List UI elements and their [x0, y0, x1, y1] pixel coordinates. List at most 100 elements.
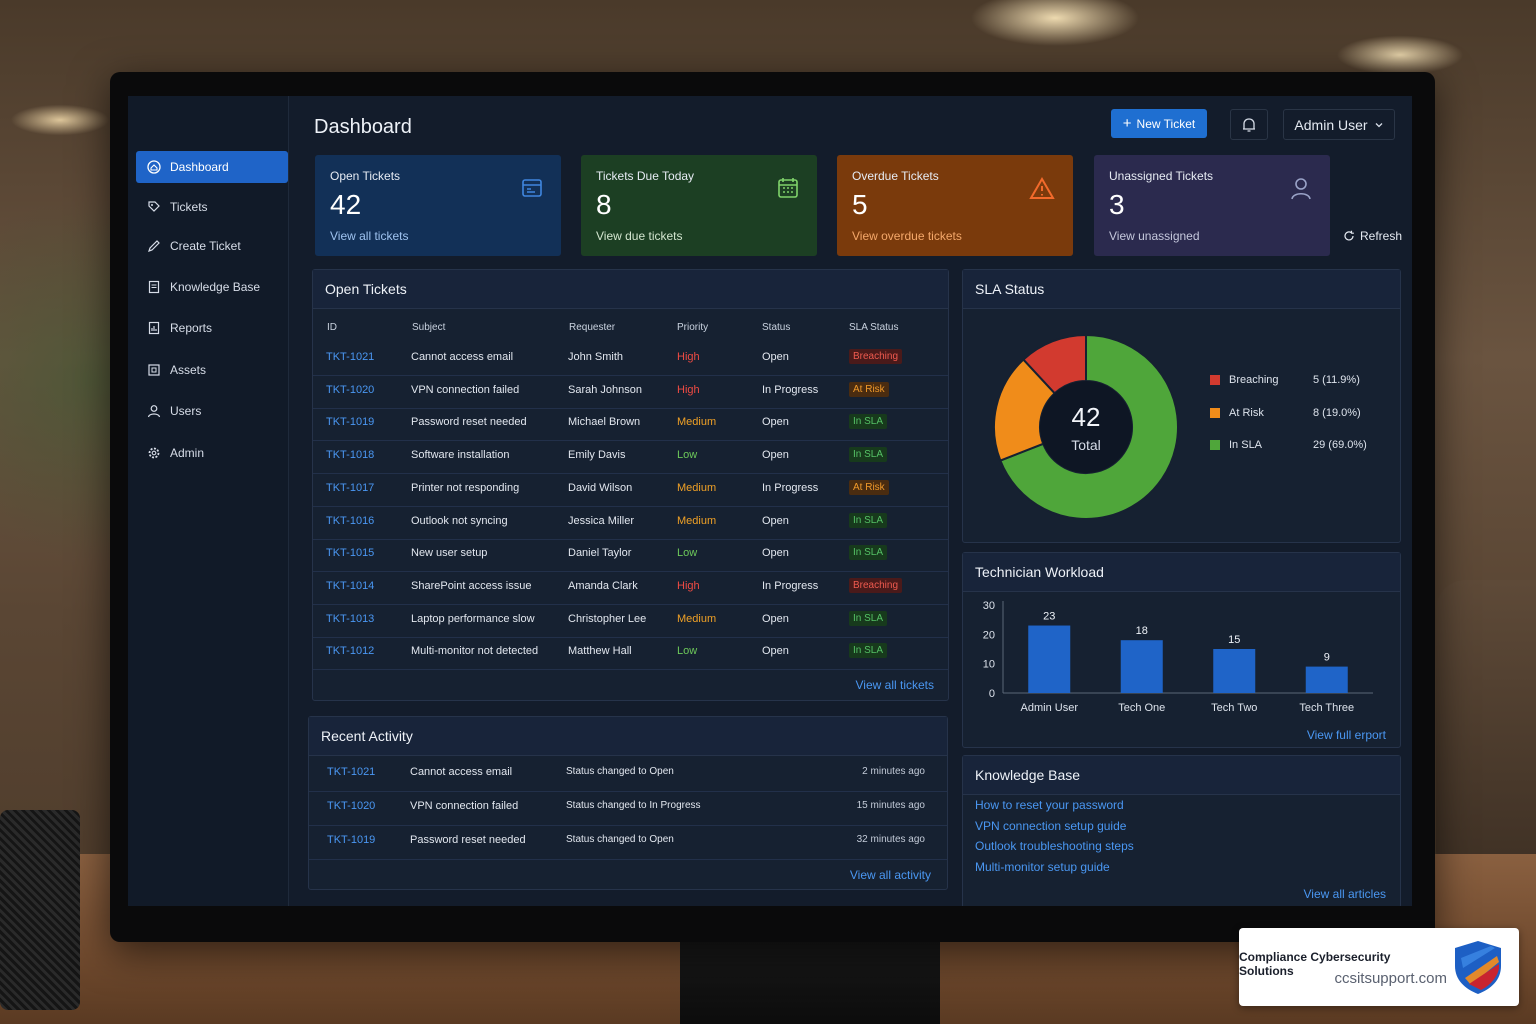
activity-ticket-id[interactable]: TKT-1021	[327, 766, 376, 778]
calendar-icon	[522, 179, 542, 197]
kb-article-link[interactable]: VPN connection setup guide	[975, 819, 1127, 833]
refresh-button[interactable]: Refresh	[1343, 229, 1402, 243]
ticket-id[interactable]: TKT-1020	[326, 383, 375, 396]
column-header[interactable]: Priority	[677, 322, 709, 333]
view-all-articles-link[interactable]: View all articles	[1303, 887, 1386, 901]
ticket-id[interactable]: TKT-1021	[326, 351, 375, 363]
unassigned-card[interactable]: Unassigned Tickets 3 View unassigned	[1094, 155, 1330, 256]
monitor-stand	[680, 935, 940, 1024]
ticket-status: In Progress	[762, 481, 819, 494]
sidebar-item-tickets[interactable]: Tickets	[136, 191, 288, 223]
ticket-id[interactable]: TKT-1018	[326, 449, 375, 462]
ticket-id[interactable]: TKT-1016	[326, 514, 375, 527]
sidebar-item-users[interactable]: Users	[136, 395, 288, 427]
ticket-id[interactable]: TKT-1019	[326, 416, 375, 429]
sidebar-item-label: Create Ticket	[170, 239, 241, 253]
card-value: 8	[596, 189, 612, 220]
sidebar-item-reports[interactable]: Reports	[136, 312, 288, 344]
pen-holder	[0, 810, 80, 1010]
sla-badge: In SLA	[849, 545, 888, 561]
ticket-status: In Progress	[762, 579, 819, 592]
table-row[interactable]: TKT-1017 Printer not responding David Wils…	[313, 473, 948, 507]
activity-time: 15 minutes ago	[856, 800, 925, 811]
ticket-priority: Low	[677, 449, 698, 462]
view-all-tickets-link[interactable]: View all tickets	[855, 678, 934, 692]
ticket-status: Open	[762, 449, 789, 462]
open-tickets-card[interactable]: Open Tickets 42 View all tickets	[315, 155, 561, 256]
activity-row[interactable]: TKT-1019 Password reset needed Status chan…	[309, 825, 947, 860]
card-link[interactable]: View all tickets	[330, 229, 409, 243]
view-full-report-link[interactable]: View full erport	[1306, 728, 1386, 742]
table-row[interactable]: TKT-1013 Laptop performance slow Christoph…	[313, 604, 948, 638]
x-category-label: Tech Three	[1299, 702, 1354, 714]
table-row[interactable]: TKT-1012 Multi-monitor not detected Matthe…	[313, 636, 948, 671]
sidebar-item-dashboard[interactable]: Dashboard	[136, 151, 288, 183]
table-row[interactable]: TKT-1020 VPN connection failed Sarah Johns…	[313, 375, 948, 409]
ticket-requester: Amanda Clark	[568, 579, 638, 592]
column-header[interactable]: Requester	[569, 322, 616, 333]
x-category-label: Tech Two	[1211, 702, 1257, 714]
ticket-subject: VPN connection failed	[411, 383, 520, 396]
bar	[1305, 666, 1348, 693]
kb-article-link[interactable]: Outlook troubleshooting steps	[975, 839, 1134, 853]
notifications-button[interactable]	[1230, 109, 1268, 140]
panel-title: Open Tickets	[325, 281, 407, 297]
ticket-subject: SharePoint access issue	[411, 579, 532, 592]
y-tick-label: 0	[989, 688, 995, 700]
table-row[interactable]: TKT-1016 Outlook not syncing Jessica Mille…	[313, 506, 948, 540]
brand-url: ccsitsupport.com	[1334, 970, 1447, 987]
table-row[interactable]: TKT-1021 Cannot access email John Smith Hig…	[313, 342, 948, 376]
kb-article-link[interactable]: Multi-monitor setup guide	[975, 860, 1110, 874]
column-header[interactable]: Subject	[412, 322, 446, 333]
knowledge-base-panel: Knowledge Base How to reset your passwor…	[962, 755, 1401, 906]
ticket-subject: Multi-monitor not detected	[411, 645, 539, 658]
activity-row[interactable]: TKT-1020 VPN connection failed Status chan…	[309, 791, 947, 826]
card-label: Unassigned Tickets	[1109, 169, 1214, 183]
card-link[interactable]: View unassigned	[1109, 229, 1200, 243]
ticket-subject: Cannot access email	[411, 351, 514, 363]
ticket-id[interactable]: TKT-1014	[326, 579, 375, 592]
ticket-id[interactable]: TKT-1015	[326, 547, 375, 560]
kb-article-link[interactable]: How to reset your password	[975, 798, 1124, 812]
box-icon	[146, 362, 162, 378]
card-link[interactable]: View overdue tickets	[852, 229, 962, 243]
ticket-subject: New user setup	[411, 547, 488, 560]
ticket-id[interactable]: TKT-1012	[326, 645, 375, 658]
user-menu[interactable]: Admin User	[1283, 109, 1395, 140]
sidebar-item-knowledge-base[interactable]: Knowledge Base	[136, 271, 288, 303]
activity-ticket-id[interactable]: TKT-1020	[327, 800, 376, 812]
sidebar-item-admin[interactable]: Admin	[136, 437, 288, 469]
overdue-card[interactable]: Overdue Tickets 5 View overdue tickets	[837, 155, 1073, 256]
report-icon	[146, 320, 162, 336]
activity-ticket-id[interactable]: TKT-1019	[327, 834, 376, 846]
legend-swatch	[1210, 407, 1220, 418]
sidebar-item-assets[interactable]: Assets	[136, 354, 288, 386]
plus-icon: +	[1122, 115, 1132, 132]
activity-subject: Password reset needed	[410, 834, 526, 846]
ticket-id[interactable]: TKT-1013	[326, 612, 375, 625]
technician-workload-panel: Technician Workload 0 10 20 30 23 Admin User 1…	[962, 552, 1401, 748]
home-icon	[146, 159, 162, 175]
gear-icon	[146, 445, 162, 461]
due-today-card[interactable]: Tickets Due Today 8 View due tickets	[581, 155, 817, 256]
activity-row[interactable]: TKT-1021 Cannot access email Status change…	[309, 757, 947, 792]
column-header[interactable]: ID	[327, 322, 337, 333]
user-name: Admin User	[1294, 116, 1368, 133]
table-row[interactable]: TKT-1014 SharePoint access issue Amanda Cl…	[313, 571, 948, 605]
table-row[interactable]: TKT-1019 Password reset needed Michael Bro…	[313, 407, 948, 442]
table-row[interactable]: TKT-1018 Software installation Emily Davis…	[313, 440, 948, 475]
panel-title: Knowledge Base	[975, 767, 1081, 783]
card-link[interactable]: View due tickets	[596, 229, 683, 243]
ticket-id[interactable]: TKT-1017	[326, 481, 375, 494]
column-header[interactable]: Status	[762, 322, 791, 333]
ticket-priority: High	[677, 351, 700, 363]
table-row[interactable]: TKT-1015 New user setup Daniel Taylor Low Op…	[313, 538, 948, 573]
sidebar-item-create-ticket[interactable]: Create Ticket	[136, 230, 288, 262]
column-header[interactable]: SLA Status	[849, 322, 899, 333]
view-all-activity-link[interactable]: View all activity	[849, 868, 931, 882]
new-ticket-button[interactable]: + New Ticket	[1111, 109, 1207, 138]
y-tick-label: 10	[983, 659, 995, 671]
ticket-priority: Medium	[677, 481, 717, 494]
sla-badge: In SLA	[849, 643, 888, 659]
panel-title: Technician Workload	[975, 564, 1104, 580]
